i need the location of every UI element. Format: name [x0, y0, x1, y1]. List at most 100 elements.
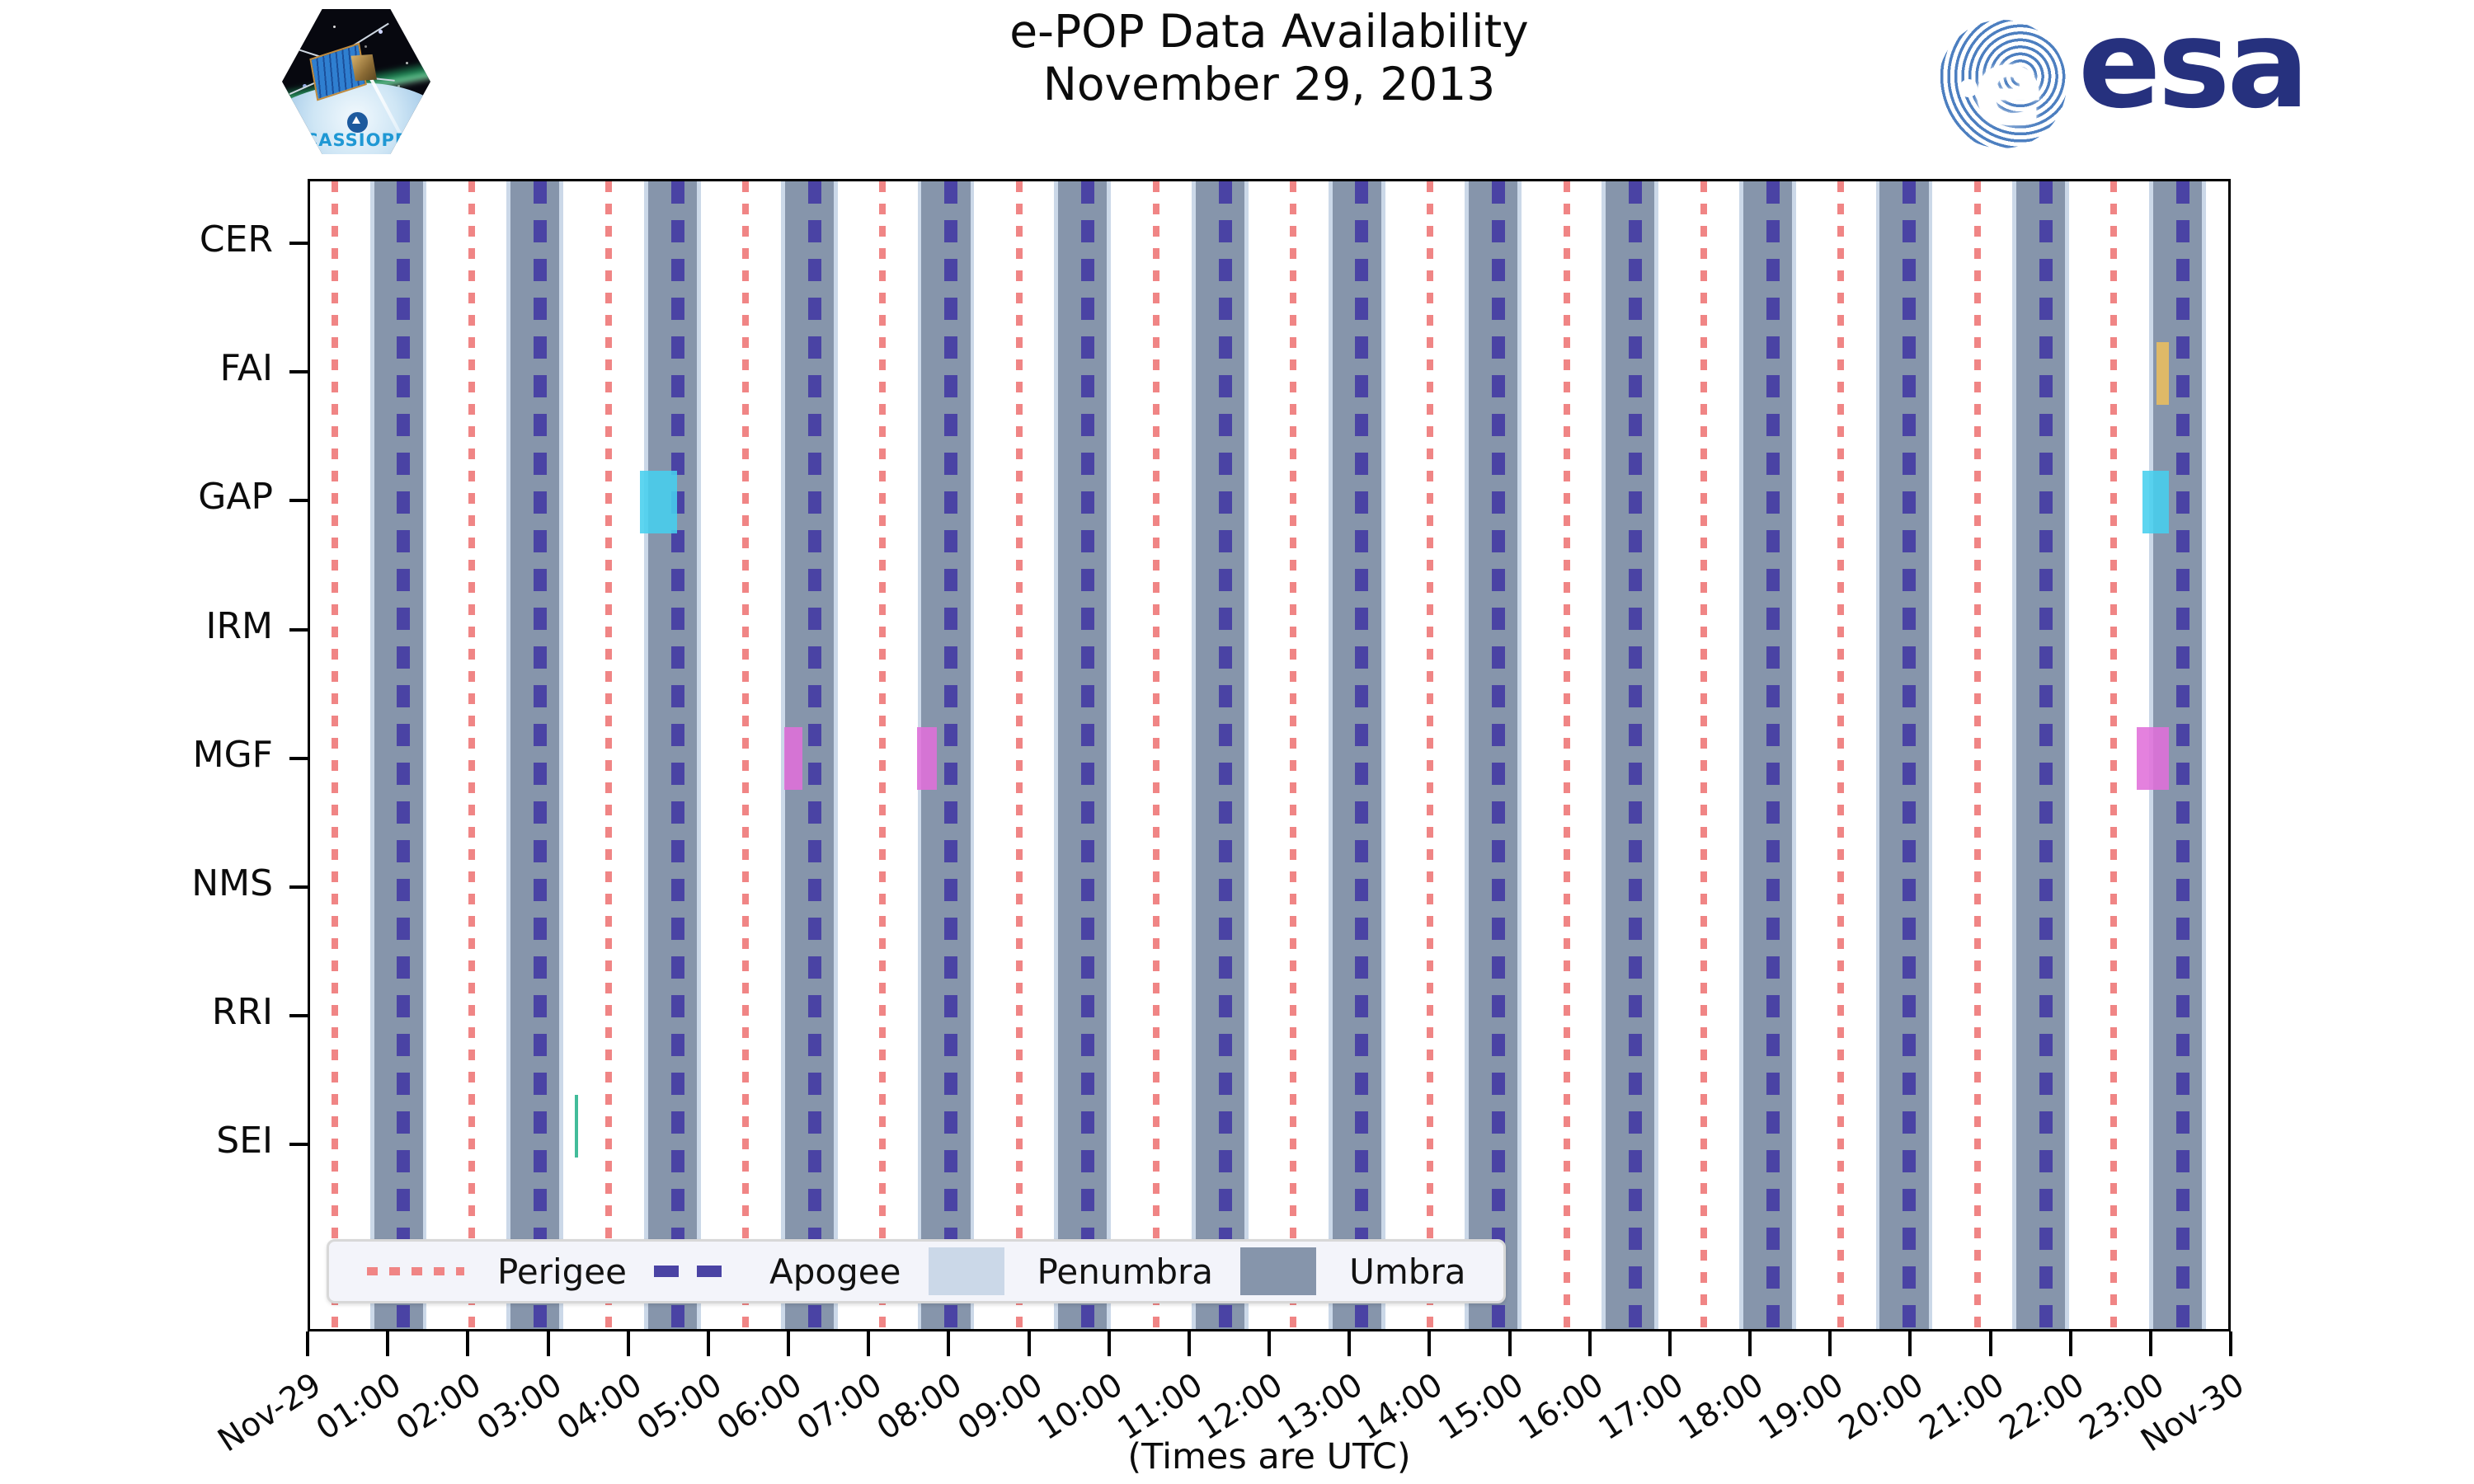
y-tick-label-cer: CER: [199, 218, 273, 261]
cassiope-mission-patch: CASSIOPE: [275, 2, 438, 162]
apogee-line: [944, 181, 958, 1329]
perigee-line: [605, 181, 613, 1329]
x-axis-title: (Times are UTC): [1127, 1436, 1411, 1477]
x-tick-mark: [867, 1331, 871, 1356]
availability-bar-fai: [2156, 342, 2170, 406]
x-tick-mark: [386, 1331, 390, 1356]
y-tick-mark: [289, 1143, 308, 1147]
esa-wordmark: esa: [2078, 0, 2309, 135]
x-tick-mark: [1988, 1331, 1992, 1356]
y-tick-label-nms: NMS: [191, 862, 273, 904]
esa-logo: e esa: [1938, 0, 2367, 153]
y-tick-mark: [289, 1014, 308, 1018]
apogee-line: [1492, 181, 1506, 1329]
apogee-line: [670, 181, 684, 1329]
y-tick-mark: [289, 370, 308, 374]
x-tick-mark: [1507, 1331, 1512, 1356]
x-tick-mark: [626, 1331, 630, 1356]
x-tick-mark: [947, 1331, 951, 1356]
perigee-line: [878, 181, 886, 1329]
availability-bar-mgf: [2136, 726, 2170, 790]
legend: Perigee Apogee Penumbra Umbra: [327, 1239, 1507, 1304]
perigee-line: [1015, 181, 1023, 1329]
x-tick-mark: [2229, 1331, 2232, 1356]
perigee-line: [1153, 181, 1160, 1329]
apogee-line: [1218, 181, 1232, 1329]
x-tick-mark: [466, 1331, 470, 1356]
chart-title-line2: November 29, 2013: [1042, 58, 1496, 110]
y-tick-mark: [289, 627, 308, 632]
legend-swatch-umbra: [1240, 1247, 1317, 1296]
plot-area: Perigee Apogee Penumbra Umbra: [308, 179, 2231, 1331]
perigee-line: [2110, 181, 2118, 1329]
x-tick-mark: [1908, 1331, 1912, 1356]
x-tick-mark: [1187, 1331, 1191, 1356]
esa-e-glyph: e: [1973, 26, 2044, 149]
apogee-line: [2175, 181, 2189, 1329]
legend-swatch-apogee: [654, 1266, 737, 1278]
perigee-line: [1290, 181, 1297, 1329]
x-tick-mark: [706, 1331, 710, 1356]
perigee-line: [468, 181, 475, 1329]
availability-bar-mgf: [783, 726, 802, 790]
x-tick-mark: [2068, 1331, 2072, 1356]
chart-title: e-POP Data Availability November 29, 201…: [1009, 5, 1528, 110]
y-tick-label-fai: FAI: [219, 347, 273, 390]
y-tick-mark: [289, 242, 308, 246]
legend-label: Umbra: [1349, 1251, 1466, 1292]
y-tick-label-mgf: MGF: [192, 733, 273, 776]
y-tick-mark: [289, 885, 308, 889]
x-tick-mark: [1427, 1331, 1432, 1356]
legend-label: Perigee: [497, 1251, 627, 1292]
y-tick-label-gap: GAP: [198, 476, 273, 519]
legend-label: Penumbra: [1037, 1251, 1214, 1292]
chart-title-line1: e-POP Data Availability: [1009, 5, 1529, 58]
legend-item-perigee: Perigee: [367, 1252, 627, 1292]
perigee-line: [1973, 181, 1981, 1329]
x-tick-mark: [1748, 1331, 1752, 1356]
x-tick-mark: [1348, 1331, 1352, 1356]
x-tick-mark: [546, 1331, 550, 1356]
y-tick-label-irm: IRM: [205, 604, 273, 647]
perigee-line: [332, 181, 339, 1329]
x-tick-mark: [1027, 1331, 1031, 1356]
x-tick-mark: [1828, 1331, 1832, 1356]
apogee-line: [397, 181, 411, 1329]
apogee-line: [1355, 181, 1369, 1329]
perigee-line: [742, 181, 750, 1329]
x-tick-mark: [787, 1331, 790, 1356]
perigee-line: [1700, 181, 1708, 1329]
apogee-line: [807, 181, 821, 1329]
y-tick-label-sei: SEI: [216, 1120, 273, 1162]
agency-roundel-icon: [346, 110, 369, 135]
apogee-line: [1080, 181, 1094, 1329]
x-tick-mark: [306, 1331, 309, 1356]
esa-globe-icon: e: [1938, 20, 2067, 149]
x-tick-mark: [1107, 1331, 1111, 1356]
satellite-bus: [350, 54, 377, 82]
availability-bar-mgf: [916, 726, 937, 790]
apogee-line: [1766, 181, 1780, 1329]
legend-item-umbra: Umbra: [1240, 1247, 1466, 1296]
stars-decoration: [282, 9, 285, 12]
perigee-line: [1837, 181, 1844, 1329]
apogee-line: [2039, 181, 2053, 1329]
x-tick-mark: [1587, 1331, 1592, 1356]
availability-bar-gap: [2142, 470, 2170, 533]
legend-swatch-penumbra: [928, 1247, 1004, 1296]
legend-label: Apogee: [769, 1251, 901, 1292]
y-tick-label-rri: RRI: [211, 991, 273, 1034]
perigee-line: [1426, 181, 1433, 1329]
apogee-line: [1903, 181, 1917, 1329]
x-tick-mark: [1667, 1331, 1672, 1356]
perigee-line: [1563, 181, 1570, 1329]
legend-swatch-perigee: [367, 1267, 464, 1276]
availability-bar-sei: [574, 1095, 578, 1158]
y-tick-mark: [289, 499, 308, 503]
apogee-line: [1628, 181, 1642, 1329]
y-tick-mark: [289, 756, 308, 760]
legend-item-penumbra: Penumbra: [928, 1247, 1214, 1296]
cassiope-patch-label: CASSIOPE: [304, 129, 408, 150]
legend-item-apogee: Apogee: [654, 1252, 901, 1292]
